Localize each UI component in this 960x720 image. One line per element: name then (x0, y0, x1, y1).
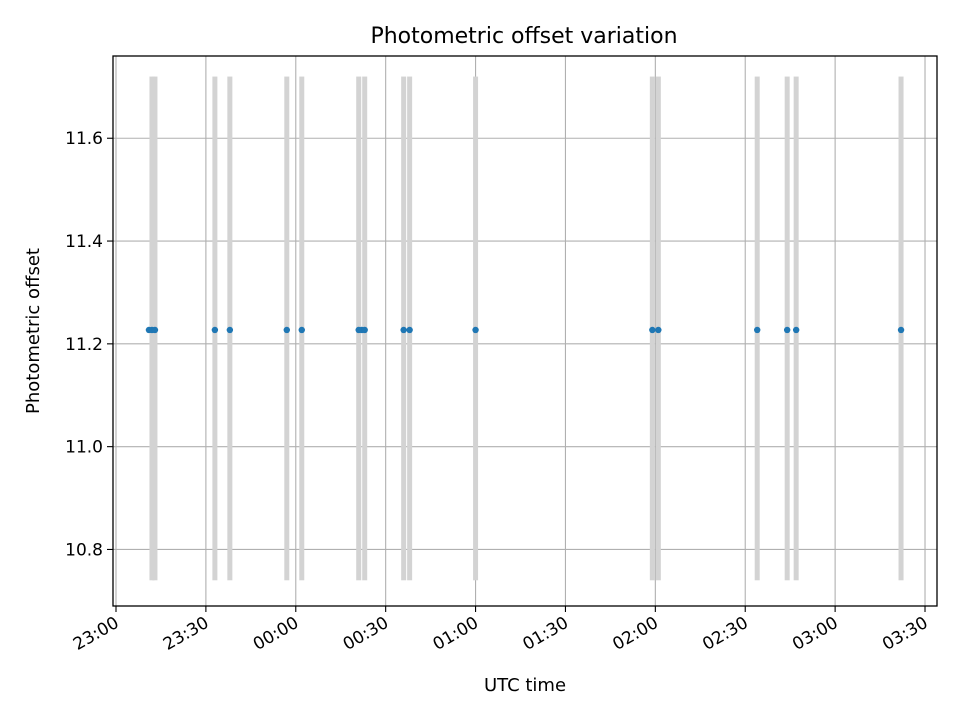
x-tick-label: 02:30 (699, 613, 751, 655)
data-point (897, 326, 905, 334)
x-tick-label: 01:00 (430, 613, 482, 655)
data-point (649, 326, 656, 334)
grid-lines (113, 56, 937, 606)
y-axis-label: Photometric offset (23, 248, 44, 414)
data-point (283, 326, 290, 334)
x-tick-label: 03:30 (879, 613, 931, 655)
data-point (472, 326, 479, 334)
y-axis-ticks: 10.8 11.0 11.2 11.4 11.6 (65, 129, 113, 560)
data-point (406, 326, 413, 334)
y-tick-label: 11.2 (65, 335, 103, 355)
data-point (151, 326, 159, 334)
data-point (655, 326, 662, 334)
x-tick-label: 23:00 (70, 613, 122, 655)
data-point (211, 326, 219, 334)
data-point (298, 326, 305, 334)
x-tick-label: 02:00 (609, 613, 661, 655)
data-point (226, 326, 234, 334)
data-point (792, 326, 800, 334)
x-tick-label: 23:30 (160, 613, 212, 655)
x-tick-label: 00:00 (250, 613, 302, 655)
plot-frame (112, 55, 938, 607)
observation-bands (149, 76, 904, 581)
y-tick-label: 10.8 (65, 540, 103, 560)
chart-title: Photometric offset variation (370, 24, 677, 49)
y-tick-label: 11.4 (65, 232, 103, 252)
x-tick-label: 01:30 (520, 613, 572, 655)
y-tick-label: 11.6 (65, 129, 103, 149)
y-tick-label: 11.0 (65, 438, 103, 458)
data-point (400, 326, 407, 334)
x-tick-label: 03:00 (789, 613, 841, 655)
x-tick-label: 00:30 (340, 613, 392, 655)
data-points (145, 326, 905, 334)
data-point (361, 326, 368, 334)
x-axis-label: UTC time (484, 675, 566, 696)
data-point (754, 326, 761, 334)
x-axis-ticks: 23:00 23:30 00:00 00:30 01:00 01:30 02:00 02:30… (70, 606, 932, 655)
data-point (783, 326, 791, 334)
